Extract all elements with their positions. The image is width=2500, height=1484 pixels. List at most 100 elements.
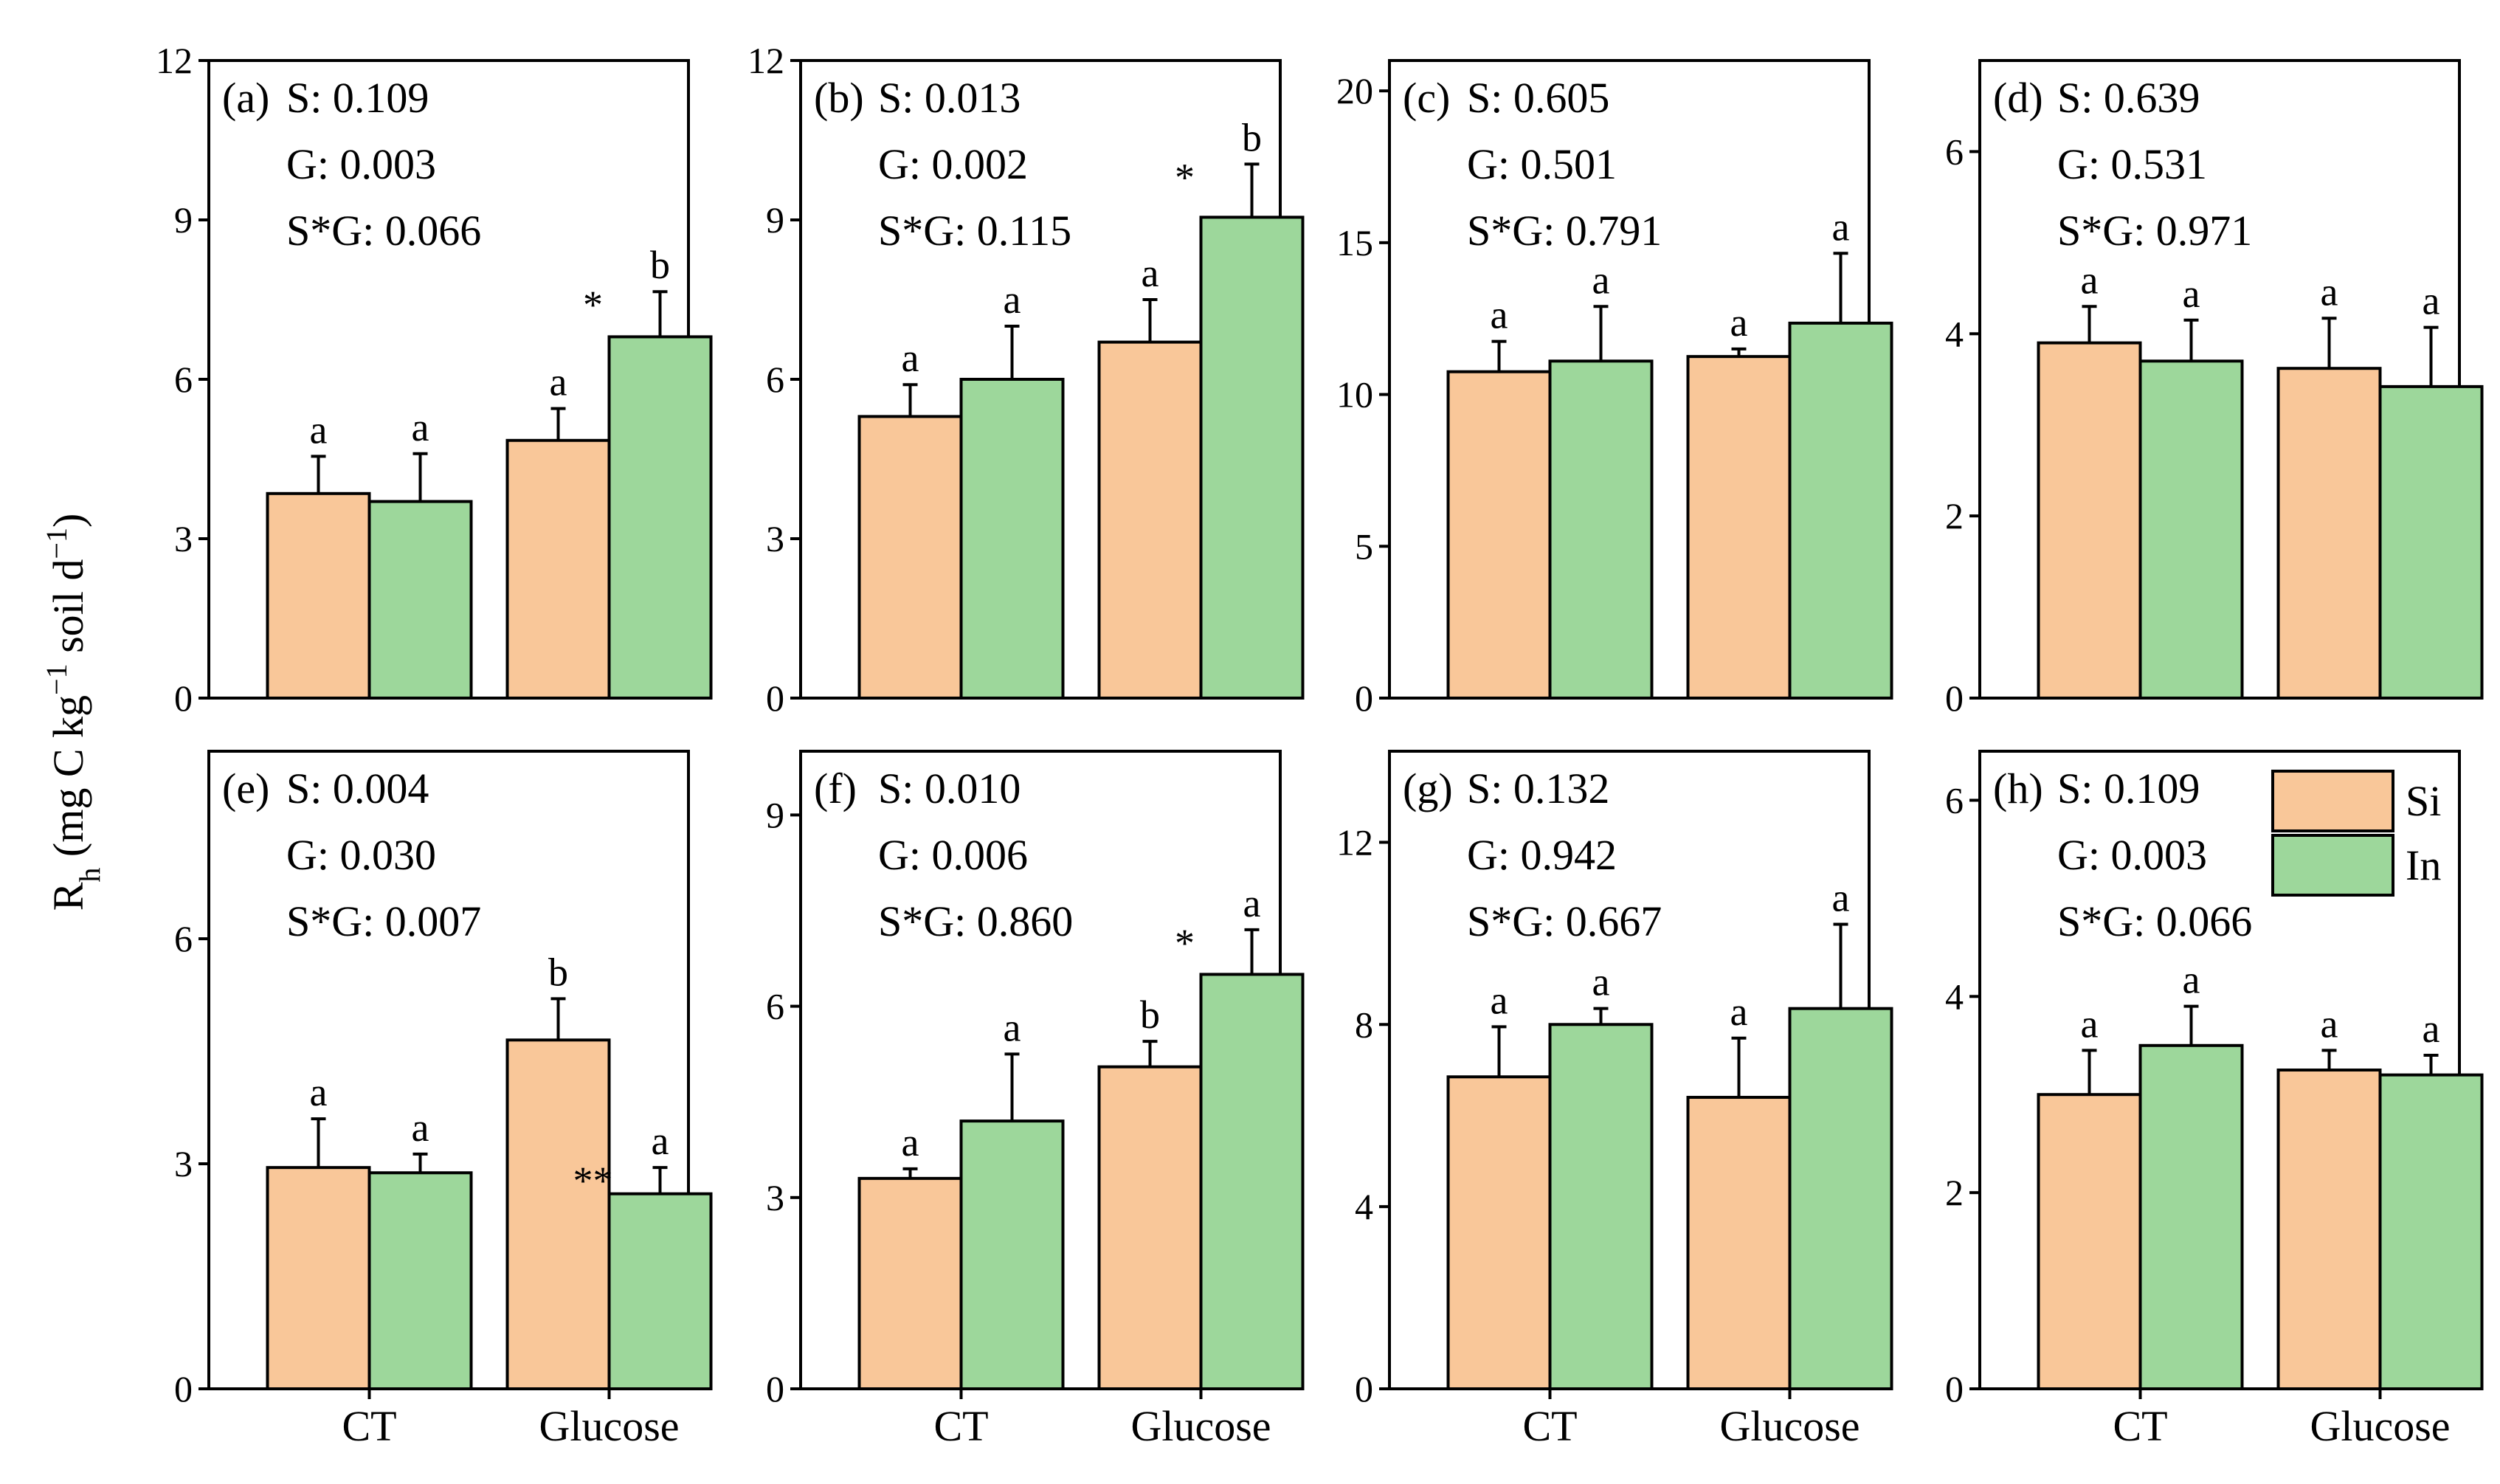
significance-letter: a: [1832, 204, 1850, 249]
significance-letter: a: [902, 336, 919, 380]
panel-statistic: G: 0.531: [2057, 140, 2207, 188]
bar-si-ct: [857, 1176, 963, 1390]
bar-in-ct: [959, 1119, 1065, 1390]
panel-e: 0 3 6 a a b a ** CT Glucose (e) S: 0.004 G: 0.030 S*G…: [174, 750, 713, 1450]
significance-letter: b: [1140, 993, 1160, 1037]
y-tick-label: 12: [1336, 821, 1373, 863]
bar-in-glucose: [607, 1192, 713, 1390]
y-tick-label: 6: [1945, 779, 1964, 821]
panel-statistic: S: 0.605: [1467, 74, 1609, 122]
y-tick-label: 4: [1945, 313, 1964, 354]
significance-letter: b: [1242, 115, 1262, 159]
y-tick-label: 4: [1945, 976, 1964, 1017]
bar-in-glucose: [1788, 321, 1893, 700]
significance-letter: a: [902, 1120, 919, 1164]
bar-si-glucose: [1686, 355, 1792, 700]
panel-tag: (f): [814, 765, 857, 812]
panel-statistic: S: 0.109: [286, 74, 429, 122]
legend-swatch-si: [2271, 770, 2394, 832]
panel-tag: (g): [1403, 765, 1453, 812]
significance-letter: a: [652, 1119, 669, 1163]
panel-statistic: G: 0.942: [1467, 831, 1617, 879]
legend: Si In: [2271, 770, 2441, 897]
x-tick-label: Glucose: [1719, 1402, 1860, 1450]
y-tick-label: 20: [1336, 70, 1373, 111]
panel-a: 0 3 6 9 12 a a a b * (a) S: 0.109 G: 0.003 S*G: 0.066: [156, 40, 713, 719]
bar-in-ct: [1548, 359, 1654, 700]
bar-in-glucose: [2378, 1073, 2484, 1390]
significance-letter: a: [1491, 978, 1508, 1022]
y-tick-label: 15: [1336, 222, 1373, 263]
y-tick-label: 6: [1945, 131, 1964, 172]
significance-letter: a: [2081, 1001, 2099, 1046]
significance-letter: a: [550, 360, 567, 404]
bar-si-glucose: [1097, 1065, 1203, 1391]
legend-swatch-in: [2271, 834, 2394, 897]
significance-letter: a: [1004, 1005, 1021, 1049]
bar-in-glucose: [2378, 384, 2484, 700]
bar-in-ct: [2138, 359, 2244, 700]
panel-tag: (a): [222, 74, 269, 122]
panel-statistic: S: 0.132: [1467, 765, 1609, 812]
y-tick-label: 3: [174, 1143, 193, 1184]
panel-statistic: S: 0.639: [2057, 74, 2200, 122]
x-tick-label: CT: [1522, 1402, 1577, 1450]
panel-statistic: S: 0.013: [878, 74, 1021, 122]
y-tick-label: 9: [766, 794, 784, 835]
y-tick-label: 12: [747, 40, 784, 81]
panel-statistic: S*G: 0.007: [286, 897, 481, 945]
y-tick-label: 0: [1945, 677, 1964, 719]
bar-si-glucose: [1097, 340, 1203, 700]
panel-statistic: S*G: 0.971: [2057, 207, 2252, 255]
bar-si-ct: [266, 1166, 371, 1391]
bar-si-glucose: [2276, 367, 2382, 700]
panel-tag: (e): [222, 765, 269, 812]
panel-statistic: S*G: 0.066: [2057, 897, 2252, 945]
panel-statistic: G: 0.003: [286, 140, 436, 188]
bar-si-ct: [2037, 1093, 2142, 1390]
significance-letter: a: [310, 407, 328, 452]
bar-si-ct: [1446, 370, 1552, 700]
panel-statistic: G: 0.006: [878, 831, 1028, 879]
y-tick-label: 6: [766, 986, 784, 1027]
panel-c: 0 5 10 15 20 a a a a (c) S: 0.605 G: 0.501 S*G: 0.79…: [1336, 59, 1893, 719]
significance-star: *: [1175, 155, 1195, 199]
significance-letter: a: [2321, 1001, 2338, 1046]
significance-letter: b: [650, 243, 670, 287]
significance-letter: a: [1491, 293, 1508, 337]
panel-tag: (d): [1993, 74, 2043, 122]
bar-si-glucose: [505, 438, 611, 700]
significance-letter: a: [412, 405, 429, 449]
significance-letter: a: [1730, 990, 1748, 1034]
bar-in-ct: [1548, 1023, 1654, 1391]
x-tick-label: Glucose: [1130, 1402, 1271, 1450]
y-tick-label: 0: [174, 677, 193, 719]
y-tick-label: 2: [1945, 1172, 1964, 1213]
y-tick-label: 6: [174, 359, 193, 400]
panel-statistic: S*G: 0.667: [1467, 897, 1662, 945]
panel-statistic: G: 0.030: [286, 831, 436, 879]
significance-star: **: [573, 1159, 613, 1203]
y-tick-label: 6: [766, 359, 784, 400]
y-tick-label: 12: [156, 40, 193, 81]
significance-letter: a: [2321, 269, 2338, 314]
y-tick-label: 0: [1355, 1368, 1373, 1409]
panel-tag: (c): [1403, 74, 1450, 122]
bar-si-glucose: [505, 1038, 611, 1390]
y-tick-label: 6: [174, 918, 193, 959]
y-axis-label: Rh (mg C kg−1 soil d−1): [40, 514, 106, 911]
bar-in-ct: [959, 378, 1065, 700]
significance-letter: b: [548, 950, 568, 994]
y-tick-label: 3: [766, 518, 784, 559]
significance-letter: a: [310, 1070, 328, 1114]
bar-in-ct: [367, 500, 473, 700]
significance-letter: a: [1730, 300, 1748, 345]
y-tick-label: 10: [1336, 374, 1373, 415]
y-tick-label: 4: [1355, 1186, 1373, 1227]
y-tick-label: 0: [766, 1368, 784, 1409]
y-tick-label: 0: [1355, 677, 1373, 719]
x-tick-label: CT: [2113, 1402, 2167, 1450]
significance-letter: a: [1142, 251, 1159, 295]
bar-si-glucose: [2276, 1069, 2382, 1390]
x-tick-label: Glucose: [2310, 1402, 2450, 1450]
